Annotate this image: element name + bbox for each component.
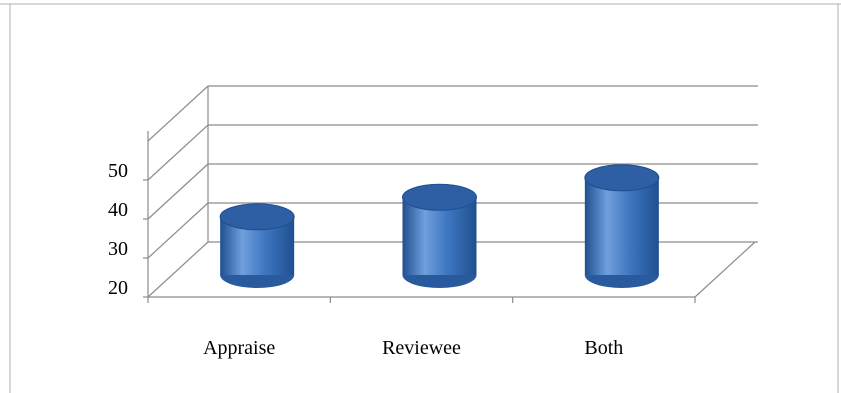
category-label: Appraise	[203, 337, 275, 359]
category-label: Reviewee	[382, 337, 461, 359]
bar-top	[402, 183, 477, 211]
floor-right-edge	[694, 241, 756, 298]
value-axis	[143, 131, 149, 298]
chart-floor	[147, 241, 756, 303]
bar-top	[584, 164, 660, 192]
gridline-side	[147, 163, 209, 220]
category-labels: Appraise Reviewee Both	[203, 337, 623, 359]
bar-reviewee	[402, 183, 477, 288]
value-tick-labels: 20 30 40 50	[108, 160, 128, 299]
bar-body	[584, 177, 659, 275]
bar-appraise	[219, 203, 295, 288]
category-label: Both	[584, 337, 623, 359]
value-tick-label: 30	[108, 238, 128, 260]
bar-both	[584, 164, 660, 288]
value-tick-label: 50	[108, 160, 128, 182]
gridline-side	[147, 85, 209, 142]
value-tick-label: 40	[108, 199, 128, 221]
bar-top	[219, 203, 295, 231]
value-tick-label: 20	[108, 277, 128, 299]
gridline-side	[147, 124, 209, 181]
picture-border	[0, 3, 841, 393]
gridline-side	[147, 202, 209, 259]
gridlines	[147, 85, 758, 298]
gridline-side	[147, 241, 209, 298]
bars	[219, 164, 660, 288]
